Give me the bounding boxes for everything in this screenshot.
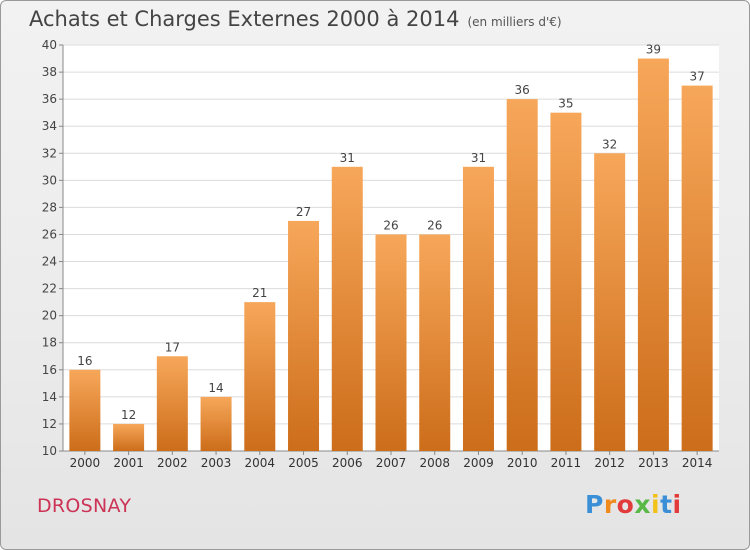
data-label-2012: 32 xyxy=(602,137,617,151)
bar-2001 xyxy=(113,423,145,451)
x-tick-label-2002: 2002 xyxy=(157,456,188,470)
x-tick-label-2006: 2006 xyxy=(332,456,363,470)
x-tick-label-2000: 2000 xyxy=(70,456,101,470)
data-label-2003: 14 xyxy=(208,381,223,395)
y-tick-label: 28 xyxy=(42,200,57,214)
x-tick-label-2008: 2008 xyxy=(419,456,450,470)
logo-letter: i xyxy=(651,490,661,519)
y-tick-label: 16 xyxy=(42,363,57,377)
y-tick-label: 32 xyxy=(42,146,57,160)
y-tick-label: 22 xyxy=(42,282,57,296)
bar-2004 xyxy=(244,302,276,451)
data-label-2009: 31 xyxy=(471,151,486,165)
logo-letter: i xyxy=(672,490,682,519)
x-tick-label-2014: 2014 xyxy=(682,456,713,470)
logo-letter: t xyxy=(660,490,673,519)
data-label-2000: 16 xyxy=(77,354,92,368)
bar-2008 xyxy=(419,234,451,451)
chart-title: Achats et Charges Externes 2000 à 2014 (e… xyxy=(29,7,562,31)
y-tick-label: 34 xyxy=(42,119,57,133)
x-tick-label-2012: 2012 xyxy=(594,456,625,470)
bar-2013 xyxy=(637,58,669,452)
data-label-2008: 26 xyxy=(427,218,442,232)
x-tick-label-2001: 2001 xyxy=(113,456,144,470)
data-label-2007: 26 xyxy=(383,218,398,232)
data-label-2006: 31 xyxy=(340,151,355,165)
y-tick-label: 14 xyxy=(42,390,57,404)
y-tick-label: 40 xyxy=(42,38,57,52)
data-label-2014: 37 xyxy=(689,70,704,84)
x-tick-label-2003: 2003 xyxy=(201,456,232,470)
data-label-2010: 36 xyxy=(515,83,530,97)
logo-letter: x xyxy=(634,490,651,519)
x-tick-label-2009: 2009 xyxy=(463,456,494,470)
data-label-2011: 35 xyxy=(558,97,573,111)
y-tick-label: 20 xyxy=(42,309,57,323)
y-tick-label: 30 xyxy=(42,173,57,187)
x-tick-label-2013: 2013 xyxy=(638,456,669,470)
x-tick-label-2005: 2005 xyxy=(288,456,319,470)
bar-2012 xyxy=(594,153,626,451)
bar-chart: 10 12 14 16 18 20 22 24 26 28 30 32 34 36 38 40 16 2000 12… xyxy=(42,38,719,470)
x-tick-label-2011: 2011 xyxy=(551,456,582,470)
y-tick-label: 26 xyxy=(42,227,57,241)
chart-title-text: Achats et Charges Externes 2000 à 2014 xyxy=(29,7,460,31)
x-tick-label-2007: 2007 xyxy=(376,456,407,470)
bar-2006 xyxy=(331,166,363,452)
logo-letter: r xyxy=(603,490,617,519)
y-tick-label: 18 xyxy=(42,336,57,350)
x-tick-label-2004: 2004 xyxy=(245,456,276,470)
data-label-2004: 21 xyxy=(252,286,267,300)
data-label-2002: 17 xyxy=(165,340,180,354)
logo-letter: o xyxy=(616,490,635,519)
commune-name: DROSNAY xyxy=(37,495,132,517)
bar-2011 xyxy=(550,112,582,452)
y-tick-label: 12 xyxy=(42,417,57,431)
chart-subtitle: (en milliers d'€) xyxy=(467,15,562,29)
bar-2009 xyxy=(462,166,494,452)
proxiti-logo: Proxiti xyxy=(585,490,682,519)
data-label-2005: 27 xyxy=(296,205,311,219)
bar-2005 xyxy=(288,220,320,451)
bar-2007 xyxy=(375,234,407,451)
bar-2014 xyxy=(681,85,713,451)
bar-2003 xyxy=(200,396,232,451)
y-tick-label: 36 xyxy=(42,92,57,106)
bar-2002 xyxy=(156,356,188,451)
bar-2000 xyxy=(69,369,101,451)
data-label-2001: 12 xyxy=(121,408,136,422)
x-tick-label-2010: 2010 xyxy=(507,456,538,470)
y-tick-label: 24 xyxy=(42,255,57,269)
y-tick-label: 10 xyxy=(42,444,57,458)
y-tick-label: 38 xyxy=(42,65,57,79)
logo-letter: P xyxy=(585,490,604,519)
data-label-2013: 39 xyxy=(646,43,661,57)
bar-2010 xyxy=(506,99,538,451)
